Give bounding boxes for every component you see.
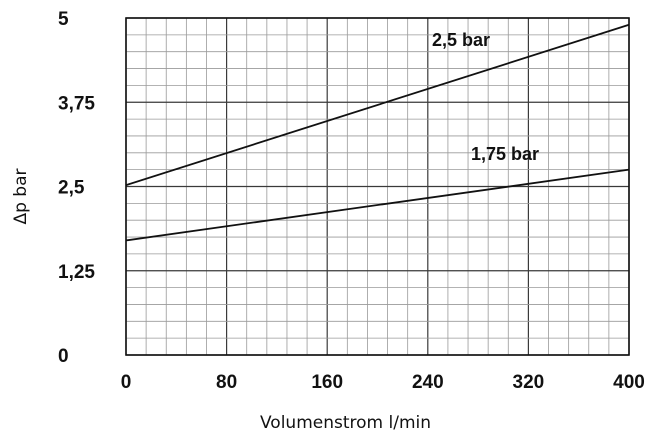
series-lines: [125, 23, 630, 242]
y-tick-label: 3,75: [58, 93, 95, 114]
series-labels: 2,5 bar 1,75 bar: [432, 30, 539, 164]
y-tick-label: 1,25: [58, 262, 95, 283]
x-tick-label: 400: [613, 372, 645, 393]
series-line-1: [125, 23, 630, 187]
series-label-2: 1,75 bar: [471, 144, 539, 164]
y-tick-labels: 0 1,25 2,5 3,75 5: [58, 9, 95, 367]
y-axis-label: Δp bar: [11, 168, 31, 224]
x-tick-label: 160: [311, 372, 343, 393]
y-tick-label: 5: [58, 9, 69, 30]
x-tick-label: 240: [412, 372, 444, 393]
series-label-1: 2,5 bar: [432, 30, 490, 50]
grid: [125, 17, 630, 356]
plot-frame: [125, 17, 630, 356]
y-tick-label: 0: [58, 346, 69, 367]
x-axis-label: Volumenstrom l/min: [260, 413, 431, 433]
x-tick-label: 80: [216, 372, 237, 393]
y-tick-label: 2,5: [58, 178, 85, 199]
x-tick-label: 320: [513, 372, 545, 393]
x-tick-labels: 0 80 160 240 320 400: [121, 372, 645, 393]
x-tick-label: 0: [121, 372, 132, 393]
series-line-2: [125, 168, 630, 242]
